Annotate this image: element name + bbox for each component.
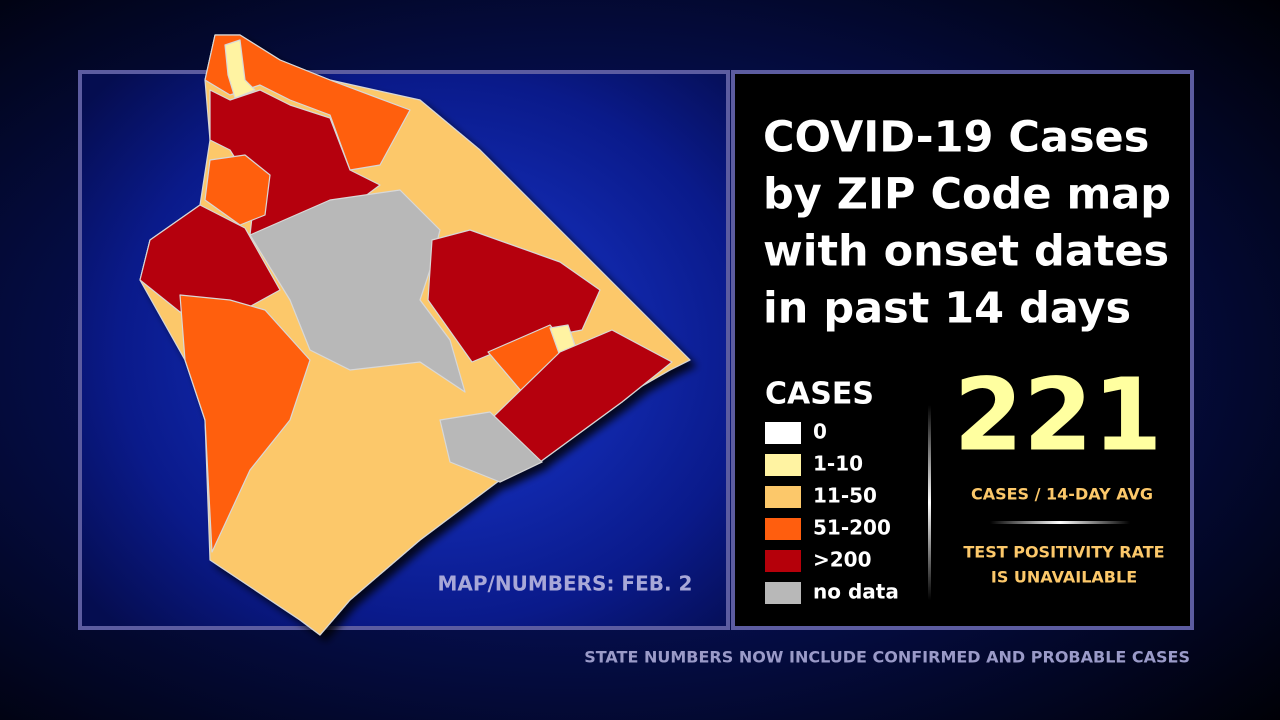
divider [928,405,931,600]
legend-swatch [765,422,801,444]
positivity-note: TEST POSITIVITY RATE [963,543,1164,562]
legend-label: no data [813,580,899,604]
title-line: in past 14 days [763,284,1131,334]
legend-label: 1-10 [813,452,863,476]
title-line: with onset dates [763,227,1169,277]
map-note: MAP/NUMBERS: FEB. 2 [438,572,693,596]
region [249,189,466,393]
region [224,39,256,99]
region [439,411,543,483]
info-panel [731,70,1194,630]
case-count-label: CASES / 14-DAY AVG [971,485,1153,504]
region [179,294,311,553]
region [139,204,281,313]
legend-swatch [765,454,801,476]
legend-swatch [765,582,801,604]
region [204,154,271,226]
footer: STATE NUMBERS NOW INCLUDE CONFIRMED AND … [584,648,1190,667]
legend-label: >200 [813,548,872,572]
legend-title: CASES [765,377,874,412]
title-line: COVID-19 Cases [763,113,1149,163]
legend-label: 51-200 [813,516,891,540]
legend: 0 1-10 11-50 51-200 >200 no data [765,420,899,604]
legend-swatch [765,518,801,540]
positivity-note: IS UNAVAILABLE [991,568,1137,587]
legend-swatch [765,486,801,508]
island-map [139,34,691,636]
legend-label: 0 [813,420,827,444]
legend-swatch [765,550,801,572]
case-count: 221 [954,356,1163,473]
divider [990,521,1130,524]
title-line: by ZIP Code map [763,170,1171,220]
legend-label: 11-50 [813,484,877,508]
